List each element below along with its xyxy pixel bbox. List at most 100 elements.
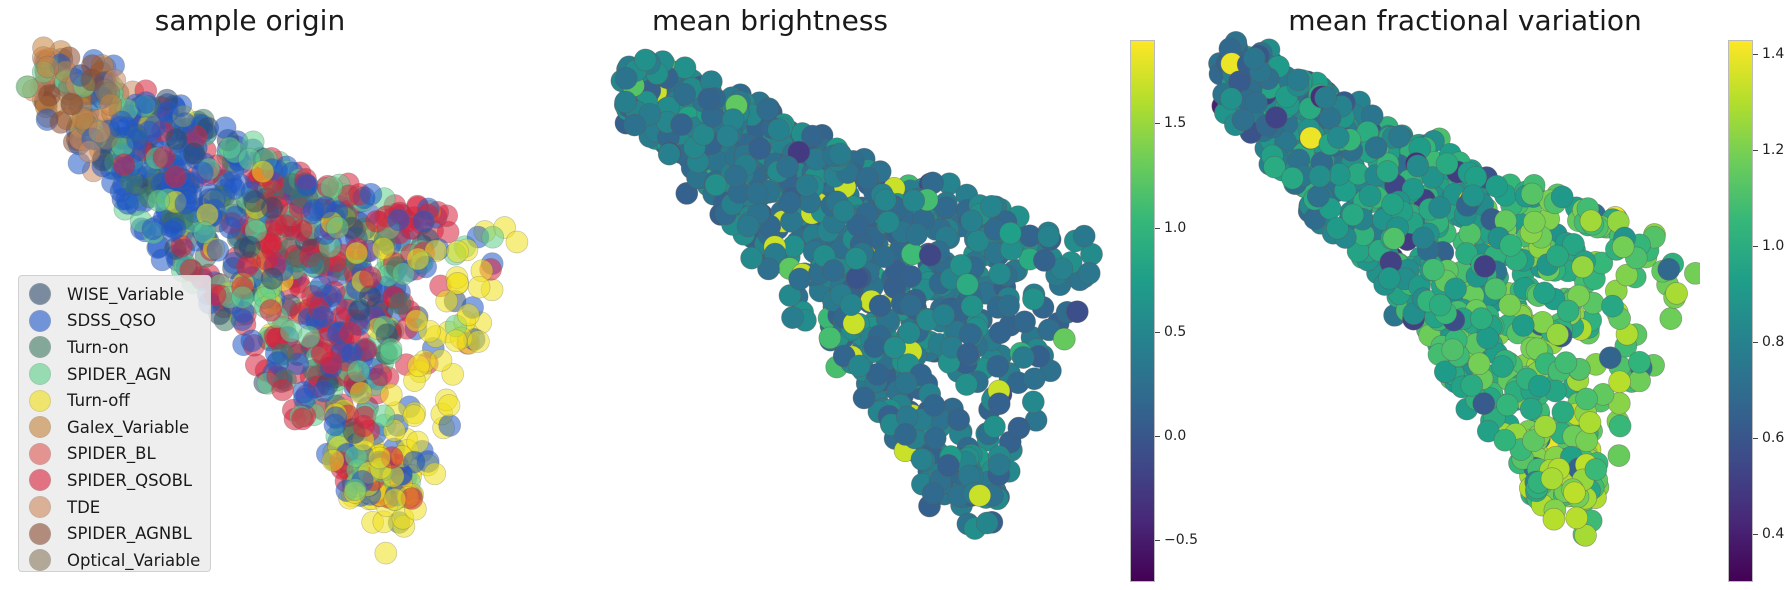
point-SDSS_QSO (206, 238, 230, 262)
point-SPIDER_QSOBL (358, 265, 382, 289)
legend-label: Turn-on (67, 337, 129, 357)
colorbar-tick-label: 0.6 (1762, 430, 1785, 447)
point (1281, 166, 1304, 190)
point (1428, 196, 1452, 219)
mean-fractional-variation-plot (1208, 31, 1700, 547)
point (1314, 86, 1337, 110)
point-SDSS_QSO (324, 406, 348, 429)
colorbar-tick-mark (1753, 246, 1758, 248)
legend-marker (29, 522, 51, 545)
point-SDSS_QSO (402, 450, 426, 474)
sample-origin-plot (15, 36, 529, 565)
point (1484, 277, 1507, 301)
colorbar-tick-mark (1155, 436, 1160, 438)
point (1608, 414, 1632, 438)
point-WISE_Variable (182, 142, 206, 165)
legend-marker (29, 309, 51, 332)
colorbar-tick-label: 1.2 (1762, 142, 1785, 159)
point (1684, 261, 1700, 285)
point (1476, 326, 1499, 350)
legend-item: WISE_Variable (29, 281, 210, 308)
point-SDSS_QSO (240, 329, 264, 353)
point-SDSS_QSO (312, 379, 336, 403)
point (1665, 282, 1688, 305)
point (1493, 428, 1517, 452)
point (1428, 293, 1452, 317)
colorbar-tick-label: 1.0 (1762, 238, 1785, 255)
point-SPIDER_AGN (297, 325, 321, 349)
point (1556, 299, 1580, 323)
point (1608, 370, 1631, 394)
point-SDSS_QSO (309, 275, 333, 298)
colorbar-tick-label: 1.4 (1762, 46, 1785, 63)
point-SPIDER_AGNBL (60, 92, 84, 116)
legend-label: SPIDER_BL (67, 444, 156, 464)
point-SPIDER_AGNBL (49, 111, 73, 134)
colorbar-tick-label: 0.5 (1164, 323, 1187, 340)
point-Turn-off (383, 488, 407, 511)
point-Turn-off (446, 271, 469, 295)
colorbar-tick-label: 1.5 (1164, 115, 1187, 132)
point-Turn-off (407, 354, 430, 378)
point-Turn-off (345, 241, 368, 265)
legend-label: SDSS_QSO (67, 311, 156, 331)
point-SDSS_QSO (313, 195, 337, 219)
point (1470, 307, 1493, 330)
colorbar-tick-label: −0.5 (1164, 532, 1198, 549)
legend-item: SPIDER_QSOBL (29, 467, 210, 494)
point (1460, 374, 1484, 397)
point (1601, 294, 1624, 318)
point (1461, 184, 1485, 208)
point (1540, 467, 1564, 490)
point-WISE_Variable (238, 235, 261, 259)
title-mean-fractional-variation: mean fractional variation (1288, 4, 1642, 37)
colorbar-tick-mark (1155, 540, 1160, 542)
point-SPIDER_AGN (481, 225, 505, 249)
point-Turn-off (467, 275, 491, 299)
legend-item: SPIDER_AGNBL (29, 520, 210, 547)
point-SPIDER_AGNBL (38, 83, 61, 107)
point (1406, 154, 1430, 178)
legend-marker (29, 283, 51, 306)
point-Turn-off (429, 349, 453, 372)
point (1520, 182, 1544, 206)
point (1528, 374, 1551, 398)
colorbar-tick-mark (1753, 54, 1758, 56)
point-Turn-off (435, 289, 459, 313)
point-SPIDER_QSOBL (271, 378, 294, 402)
point (1358, 184, 1382, 208)
point-SDSS_QSO (359, 182, 383, 206)
point-SDSS_QSO (134, 91, 158, 114)
point-Turn-off (371, 237, 395, 260)
point (1533, 415, 1557, 438)
point-Turn-off (457, 303, 480, 327)
point-SDSS_QSO (143, 115, 167, 139)
point (1579, 209, 1603, 233)
point (1378, 266, 1401, 290)
point-Turn-off (321, 449, 345, 472)
point-SPIDER_QSOBL (152, 145, 176, 169)
legend-item: Turn-off (29, 387, 210, 414)
point-TDE (78, 140, 101, 163)
legend-item: Turn-on (29, 334, 210, 361)
point-SPIDER_QSOBL (319, 351, 343, 374)
colorbar-tick-mark (1753, 150, 1758, 152)
point-Turn-off (404, 309, 428, 333)
point-SDSS_QSO (174, 192, 198, 216)
point (1382, 227, 1406, 250)
point (1306, 184, 1330, 208)
point (1242, 47, 1266, 70)
legend-item: Optical_Variable (29, 547, 210, 574)
point (1231, 108, 1255, 132)
point (1657, 257, 1681, 281)
point (1264, 106, 1288, 129)
point-Turn-on (388, 292, 412, 315)
colorbar-tick-label: 0.4 (1762, 526, 1785, 543)
point-SPIDER_QSOBL (369, 363, 393, 387)
point (1565, 506, 1589, 530)
colorbar-tick-mark (1753, 438, 1758, 440)
point (1511, 314, 1535, 337)
point-SPIDER_AGN (343, 478, 367, 502)
colorbar-tick-mark (1155, 227, 1160, 229)
colorbar-tick-mark (1753, 342, 1758, 344)
